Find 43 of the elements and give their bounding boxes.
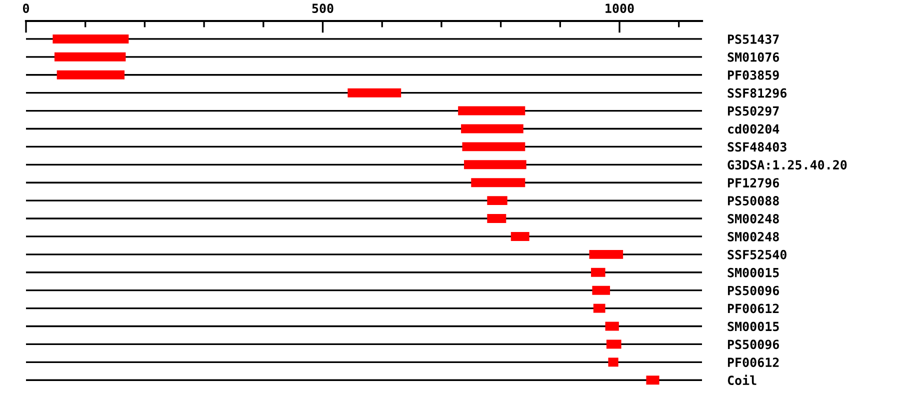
y-tick-label: PS51437 <box>728 34 779 44</box>
y-tick-label: SM00015 <box>728 322 779 332</box>
bar <box>592 286 610 295</box>
bar <box>605 322 619 331</box>
bar <box>461 124 524 134</box>
bar <box>464 160 526 170</box>
y-tick-label: PF12796 <box>728 178 779 188</box>
x-tick-label: 500 <box>312 4 334 14</box>
bar <box>487 214 506 224</box>
y-tick-label: G3DSA:1.25.40.20 <box>728 160 847 170</box>
y-tick-label: PS50297 <box>728 106 779 116</box>
y-tick-label: SSF48403 <box>728 142 786 152</box>
x-tick-label: 0 <box>22 4 30 14</box>
y-tick-label: SM00015 <box>728 268 779 278</box>
y-tick-label: Coil <box>728 374 756 386</box>
y-tick-label: cd00204 <box>728 124 780 134</box>
y-tick-label: PF03859 <box>728 70 779 80</box>
bar <box>591 268 606 277</box>
bar <box>487 196 508 206</box>
y-tick-label: SM01076 <box>728 52 779 62</box>
x-tick-label: 1000 <box>606 4 634 14</box>
bar <box>593 304 606 313</box>
y-tick-label: PF00612 <box>728 358 779 368</box>
y-tick-label: SSF52540 <box>728 250 786 260</box>
y-tick-label: PS50096 <box>728 286 779 296</box>
bar <box>608 358 618 367</box>
bar <box>56 70 125 80</box>
bar <box>458 106 526 116</box>
bar <box>510 232 530 241</box>
y-tick-label: SSF81296 <box>728 88 787 98</box>
bar <box>471 178 526 188</box>
y-tick-label: PS50088 <box>728 196 779 206</box>
y-tick-label: PF00612 <box>728 304 779 314</box>
bar <box>54 52 126 62</box>
bar <box>646 376 660 385</box>
bar <box>606 340 622 349</box>
bar <box>589 250 624 259</box>
y-tick-label: PS50096 <box>728 340 779 350</box>
bar <box>52 34 129 44</box>
y-tick-label: SM00248 <box>728 214 779 224</box>
bar <box>348 88 402 98</box>
bar <box>462 142 526 152</box>
y-tick-label: SM00248 <box>728 232 779 242</box>
